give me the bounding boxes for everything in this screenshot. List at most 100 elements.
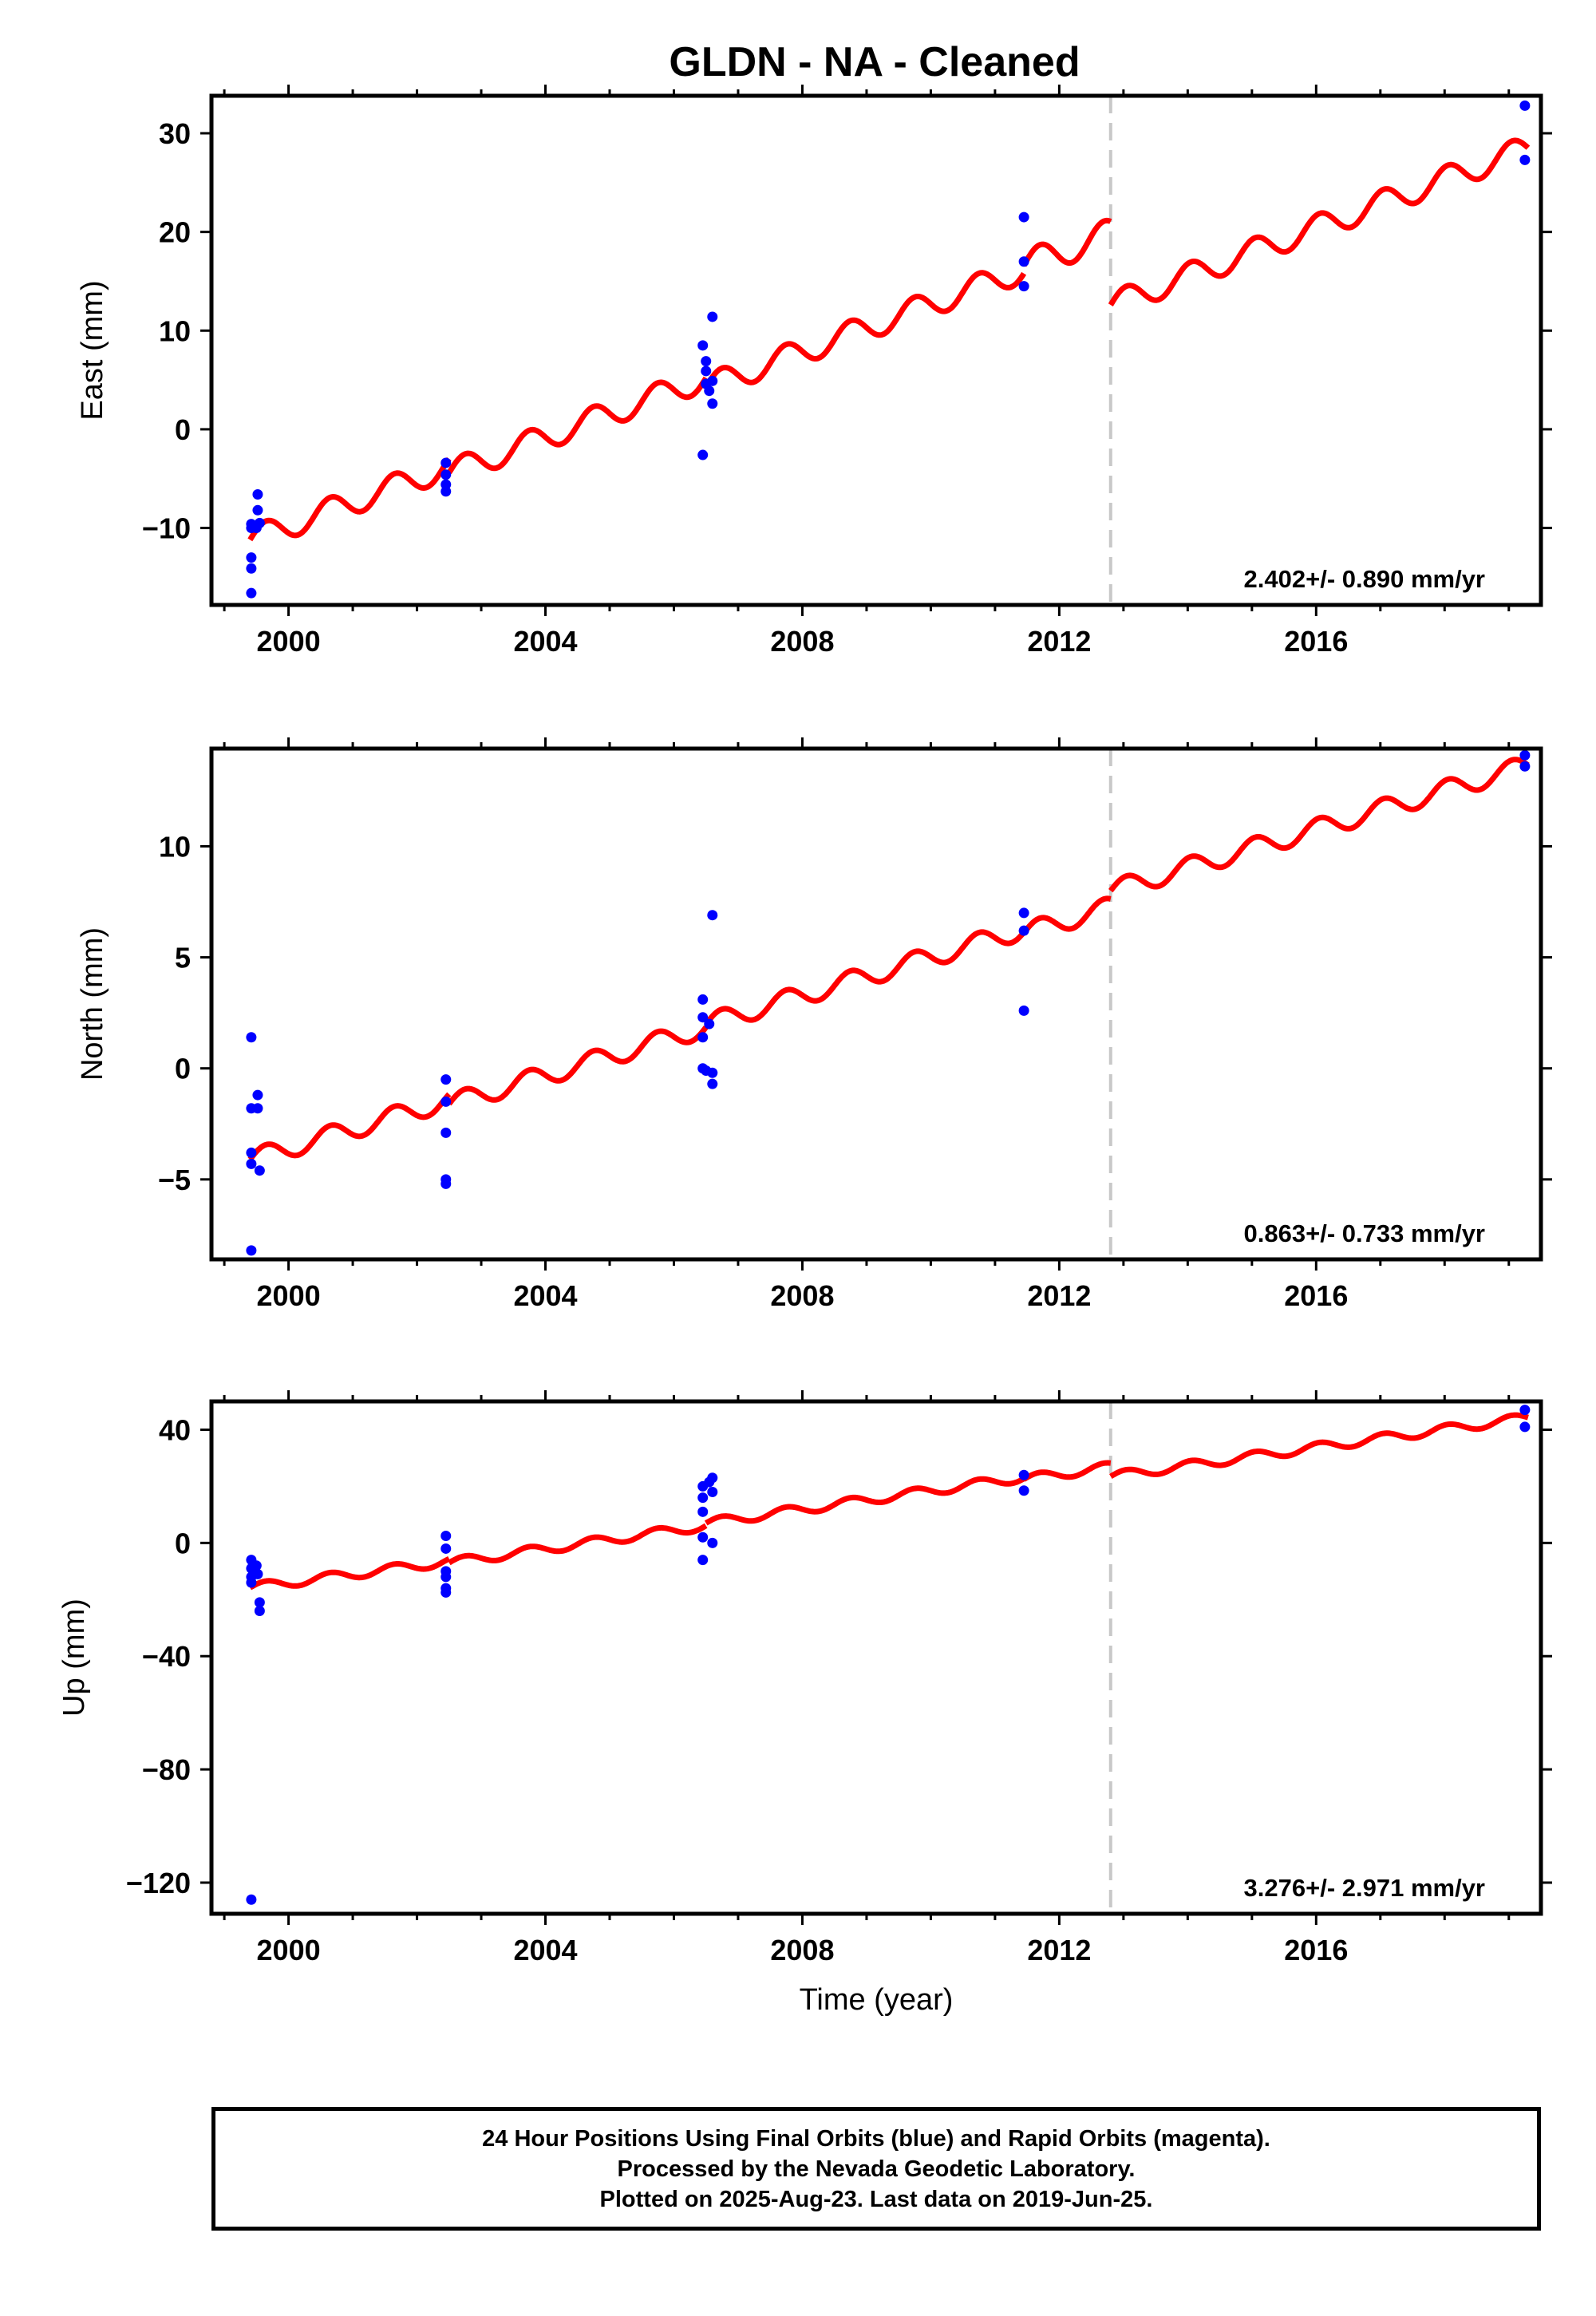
up-data-point-6 xyxy=(251,1560,262,1571)
east-x-tick-label: 2016 xyxy=(1284,625,1348,658)
east-final-orbit-points xyxy=(246,100,1531,599)
up-data-point-22 xyxy=(707,1472,718,1484)
up-data-point-9 xyxy=(254,1605,265,1616)
footer-line-processed-by: Processed by the Nevada Geodetic Laborat… xyxy=(617,2156,1136,2182)
up-fit-series xyxy=(247,1412,1531,1591)
up-data-point-4 xyxy=(246,1577,257,1588)
up-fit-segment-5 xyxy=(1108,1412,1531,1480)
north-x-tick-label: 2004 xyxy=(513,1279,577,1312)
east-fit-series xyxy=(247,137,1531,542)
north-data-point-20 xyxy=(707,910,718,921)
up-data-point-13 xyxy=(440,1571,452,1583)
up-x-tick-label: 2016 xyxy=(1284,1934,1348,1966)
north-x-tick-label: 2012 xyxy=(1027,1279,1091,1312)
up-y-axis-label: Up (mm) xyxy=(57,1599,91,1717)
north-x-tick-label: 2000 xyxy=(257,1279,321,1312)
north-data-point-1 xyxy=(246,1032,257,1043)
east-data-point-21 xyxy=(707,398,718,409)
up-data-point-24 xyxy=(707,1537,718,1548)
east-fit-segment-5 xyxy=(1108,137,1531,306)
east-y-tick-label: 30 xyxy=(159,117,191,150)
east-x-tick-label: 2008 xyxy=(770,625,834,658)
north-data-point-7 xyxy=(252,1089,263,1101)
east-data-point-2 xyxy=(246,563,257,574)
east-data-point-19 xyxy=(704,385,715,397)
up-data-point-26 xyxy=(1018,1485,1029,1496)
up-y-tick-label: −80 xyxy=(142,1753,191,1786)
north-fit-segment-1 xyxy=(247,1092,452,1161)
east-y-tick-label: −10 xyxy=(142,512,191,545)
north-data-point-13 xyxy=(440,1178,452,1189)
east-fit-segment-2 xyxy=(446,376,709,475)
east-rate-label: 2.402+/- 0.890 mm/yr xyxy=(1244,565,1485,593)
north-data-point-3 xyxy=(246,1147,257,1158)
east-data-point-14 xyxy=(697,449,709,460)
up-data-point-20 xyxy=(697,1555,709,1566)
up-data-point-7 xyxy=(252,1568,263,1579)
up-x-tick-label: 2000 xyxy=(257,1934,321,1966)
east-data-point-25 xyxy=(1018,281,1029,292)
east-y-axis-label: East (mm) xyxy=(76,280,109,420)
north-y-axis-label: North (mm) xyxy=(76,927,109,1081)
up-x-tick-label: 2012 xyxy=(1027,1934,1091,1966)
north-data-point-19 xyxy=(704,1018,715,1030)
up-data-point-23 xyxy=(707,1487,718,1498)
footer-caption-box: 24 Hour Positions Using Final Orbits (bl… xyxy=(211,2107,1541,2231)
north-y-tick-label: 0 xyxy=(175,1053,191,1085)
north-data-point-22 xyxy=(707,1067,718,1078)
up-fit-segment-4 xyxy=(1021,1460,1113,1482)
east-plot-frame xyxy=(209,93,1543,607)
north-fit-segment-2 xyxy=(447,1025,709,1106)
east-x-tick-label: 2012 xyxy=(1027,625,1091,658)
north-data-point-26 xyxy=(1519,749,1531,761)
north-panel: 2000 2004 2008 2012 2016 −5 0 5 10 North (mm) 0.86… xyxy=(76,737,1552,1312)
north-x-tick-label: 2008 xyxy=(770,1279,834,1312)
up-y-tick-label: 40 xyxy=(159,1413,191,1446)
up-data-point-10 xyxy=(440,1530,452,1541)
up-data-point-28 xyxy=(1519,1421,1531,1433)
north-fit-segment-5 xyxy=(1108,757,1531,893)
north-data-point-15 xyxy=(697,1012,709,1023)
panels: 2000 2004 2008 2012 2016 −10 0 10 20 30 East (mm) 2… xyxy=(57,85,1552,2017)
east-x-tick-label: 2000 xyxy=(257,625,321,658)
up-y-tick-label: −120 xyxy=(126,1867,191,1899)
footer-line-plotted-on: Plotted on 2025-Aug-23. Last data on 201… xyxy=(599,2186,1153,2212)
east-data-point-3 xyxy=(246,552,257,563)
east-data-point-11 xyxy=(440,469,452,480)
east-data-point-24 xyxy=(1018,256,1029,267)
north-y-tick-label: 10 xyxy=(159,830,191,863)
north-data-point-21 xyxy=(707,1078,718,1089)
east-data-point-7 xyxy=(252,489,263,500)
north-data-point-14 xyxy=(697,994,709,1005)
east-data-point-9 xyxy=(254,517,265,528)
north-rate-label: 0.863+/- 0.733 mm/yr xyxy=(1244,1219,1485,1247)
up-data-point-5 xyxy=(246,1894,257,1905)
up-y-tick-label: 0 xyxy=(175,1527,191,1559)
east-data-point-27 xyxy=(1519,154,1531,165)
footer-line-orbits: 24 Hour Positions Using Final Orbits (bl… xyxy=(482,2125,1270,2152)
north-y-tick-label: 5 xyxy=(175,942,191,974)
north-data-point-23 xyxy=(1018,907,1029,919)
up-plot-frame xyxy=(209,1399,1543,1916)
up-data-point-11 xyxy=(440,1543,452,1554)
east-data-point-15 xyxy=(697,340,709,351)
up-data-point-17 xyxy=(697,1492,709,1504)
up-data-point-27 xyxy=(1519,1405,1531,1416)
x-axis-label: Time (year) xyxy=(800,1983,954,2017)
north-data-point-5 xyxy=(246,1245,257,1256)
east-y-tick-label: 20 xyxy=(159,216,191,249)
north-final-orbit-points xyxy=(246,749,1531,1256)
east-data-point-16 xyxy=(701,356,712,367)
north-data-point-9 xyxy=(440,1074,452,1085)
east-data-point-1 xyxy=(246,587,257,599)
up-fit-segment-1 xyxy=(247,1555,452,1591)
north-data-point-25 xyxy=(1018,1005,1029,1016)
east-data-point-10 xyxy=(440,457,452,468)
up-fit-segment-2 xyxy=(447,1523,709,1566)
east-data-point-13 xyxy=(440,486,452,497)
up-rate-label: 3.276+/- 2.971 mm/yr xyxy=(1244,1874,1485,1902)
east-data-point-8 xyxy=(252,504,263,516)
up-data-point-15 xyxy=(440,1587,452,1598)
north-data-point-10 xyxy=(440,1096,452,1107)
east-data-point-17 xyxy=(701,366,712,377)
